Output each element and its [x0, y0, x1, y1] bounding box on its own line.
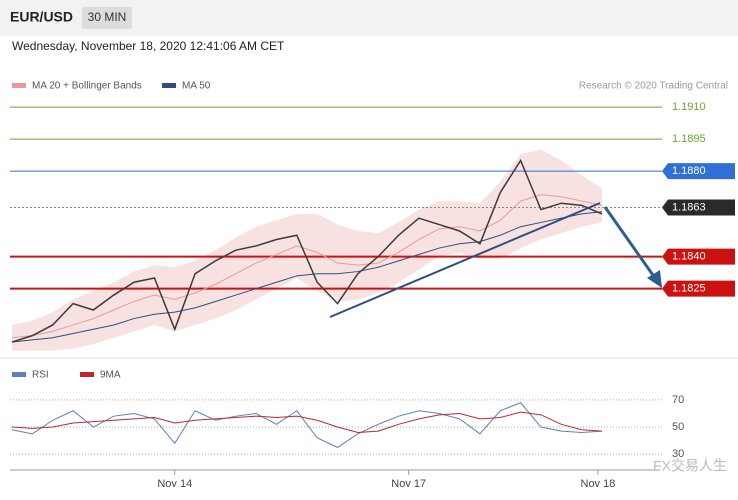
level-label-box [662, 163, 735, 180]
legend-swatch [162, 83, 176, 88]
rsi-tick-label: 70 [672, 394, 684, 406]
level-label-box [662, 280, 735, 297]
level-label: 1.1880 [672, 165, 706, 177]
legend-swatch [80, 372, 94, 377]
legend-swatch [12, 83, 26, 88]
timeframe: 30 MIN [88, 10, 127, 24]
legend-label: RSI [32, 370, 49, 381]
chart-title: EUR/USD [10, 9, 73, 25]
timeframe-box [82, 7, 132, 29]
legend-label: MA 20 + Bollinger Bands [32, 81, 142, 92]
price-line [11, 158, 603, 343]
level-label: 1.1825 [672, 283, 706, 295]
plot: 1.1910 1.1895 1.1880 1.1863 1.1840 1.1825 MA 2… [10, 81, 735, 490]
level-label: 1.1895 [672, 133, 706, 145]
rsi-line [11, 411, 603, 433]
legend-swatch [12, 372, 26, 377]
x-tick-label: Nov 17 [391, 478, 426, 490]
legend-label: 9MA [100, 370, 121, 381]
level-label: 1.1863 [672, 201, 706, 213]
x-tick-label: Nov 18 [581, 478, 616, 490]
trend-line [329, 202, 601, 318]
source: Research © 2020 Trading Central [579, 81, 728, 92]
level-label-box [662, 248, 735, 265]
x-tick-label: Nov 14 [157, 478, 192, 490]
arrow-head [647, 270, 662, 288]
forecast-arrow [603, 206, 657, 279]
level-label: 1.1910 [672, 101, 706, 113]
watermark: FX交易人生 [653, 458, 727, 474]
legend-label: MA 50 [182, 81, 211, 92]
ma-line [11, 194, 603, 339]
rsi-line [11, 402, 603, 448]
rsi-tick-label: 50 [672, 421, 684, 433]
bollinger-band [12, 149, 602, 351]
subtitle: Wednesday, November 18, 2020 12:41:06 AM… [12, 39, 285, 53]
ma-line [11, 211, 603, 343]
level-label: 1.1840 [672, 251, 706, 263]
rsi-tick-label: 30 [672, 448, 684, 460]
level-label-box [662, 199, 735, 216]
